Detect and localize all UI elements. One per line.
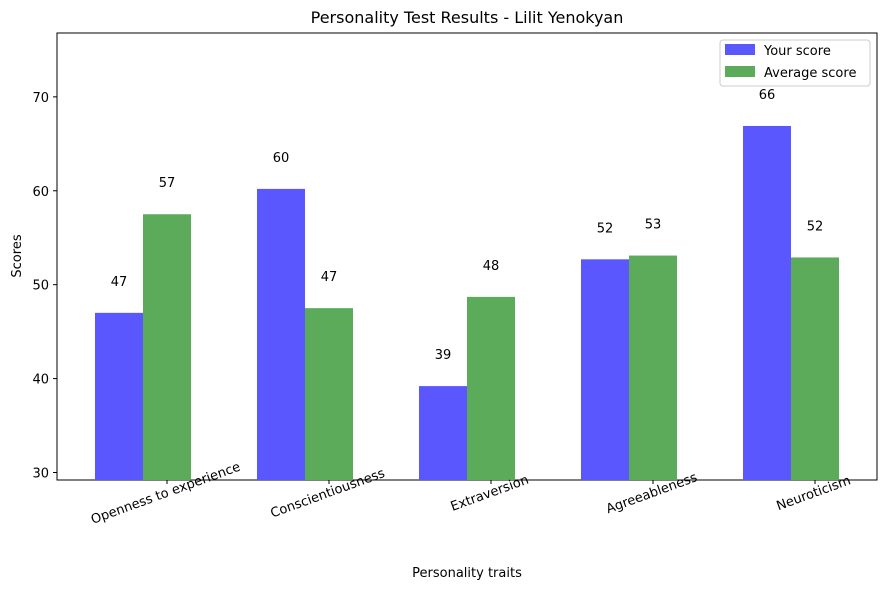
- bar-average-score: [467, 296, 515, 480]
- legend-box: [719, 39, 871, 87]
- y-tick-label: 70: [32, 91, 49, 106]
- bar-average-score: [629, 255, 677, 480]
- bar-your-score: [581, 259, 629, 480]
- bar-value-label: 48: [483, 259, 500, 274]
- bar-average-score: [305, 308, 353, 480]
- bar-value-label: 39: [435, 348, 452, 363]
- bars-layer: [95, 125, 839, 481]
- bar-value-label: 60: [273, 151, 290, 166]
- bar-value-label: 52: [807, 219, 824, 234]
- legend-label: Average score: [764, 66, 856, 81]
- bar-your-score: [743, 125, 791, 480]
- bar-average-score: [791, 257, 839, 480]
- bar-your-score: [257, 188, 305, 481]
- bar-value-label: 53: [645, 218, 662, 233]
- bar-value-label: 47: [321, 270, 338, 285]
- bar-value-label: 66: [759, 88, 776, 103]
- y-tick-label: 50: [32, 279, 49, 294]
- y-axis-label: Scores: [10, 234, 25, 277]
- bar-value-label: 47: [111, 275, 128, 290]
- y-axis: 30 40 50 60 70: [32, 91, 57, 481]
- y-tick-label: 30: [32, 466, 49, 481]
- x-axis-label: Personality traits: [412, 566, 522, 581]
- chart-title: Personality Test Results - Lilit Yenokya…: [311, 8, 624, 27]
- legend-label: Your score: [763, 44, 831, 59]
- legend: Your score Average score: [719, 39, 871, 87]
- bar-your-score: [419, 386, 467, 480]
- bar-labels-layer: 47 60 39 52 66 57 47 48 53 52: [111, 88, 824, 363]
- legend-swatch: [725, 66, 755, 77]
- bar-value-label: 57: [159, 176, 176, 191]
- bar-average-score: [143, 214, 191, 481]
- legend-swatch: [725, 44, 755, 55]
- bar-value-label: 52: [597, 221, 614, 236]
- y-tick-label: 60: [32, 185, 49, 200]
- bar-your-score: [95, 312, 143, 480]
- y-tick-label: 40: [32, 373, 49, 388]
